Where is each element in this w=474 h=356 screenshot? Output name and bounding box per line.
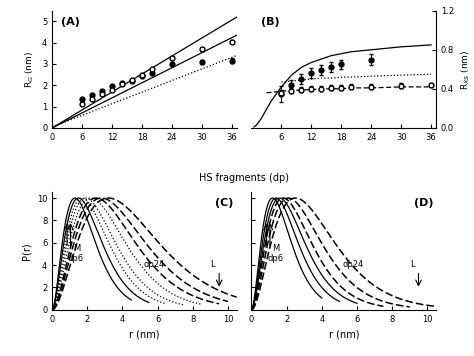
Y-axis label: R$_G$ (nm): R$_G$ (nm) — [24, 51, 36, 88]
Text: L: L — [210, 260, 215, 269]
Text: HS fragments (dp): HS fragments (dp) — [199, 173, 289, 183]
X-axis label: r (nm): r (nm) — [328, 329, 359, 339]
Text: dp6: dp6 — [267, 253, 283, 263]
Y-axis label: P(r): P(r) — [21, 242, 31, 260]
Text: L: L — [410, 260, 414, 269]
Y-axis label: R$_{XS}$ (nm): R$_{XS}$ (nm) — [460, 49, 472, 90]
Text: dp24: dp24 — [144, 260, 165, 269]
Text: (B): (B) — [261, 16, 279, 27]
Text: dp24: dp24 — [343, 260, 364, 269]
Text: (A): (A) — [61, 16, 80, 27]
Text: (D): (D) — [414, 198, 433, 208]
Text: dp6: dp6 — [68, 253, 84, 263]
Text: (C): (C) — [215, 198, 233, 208]
Text: M: M — [273, 244, 280, 252]
X-axis label: r (nm): r (nm) — [129, 329, 160, 339]
Text: M: M — [73, 244, 81, 252]
